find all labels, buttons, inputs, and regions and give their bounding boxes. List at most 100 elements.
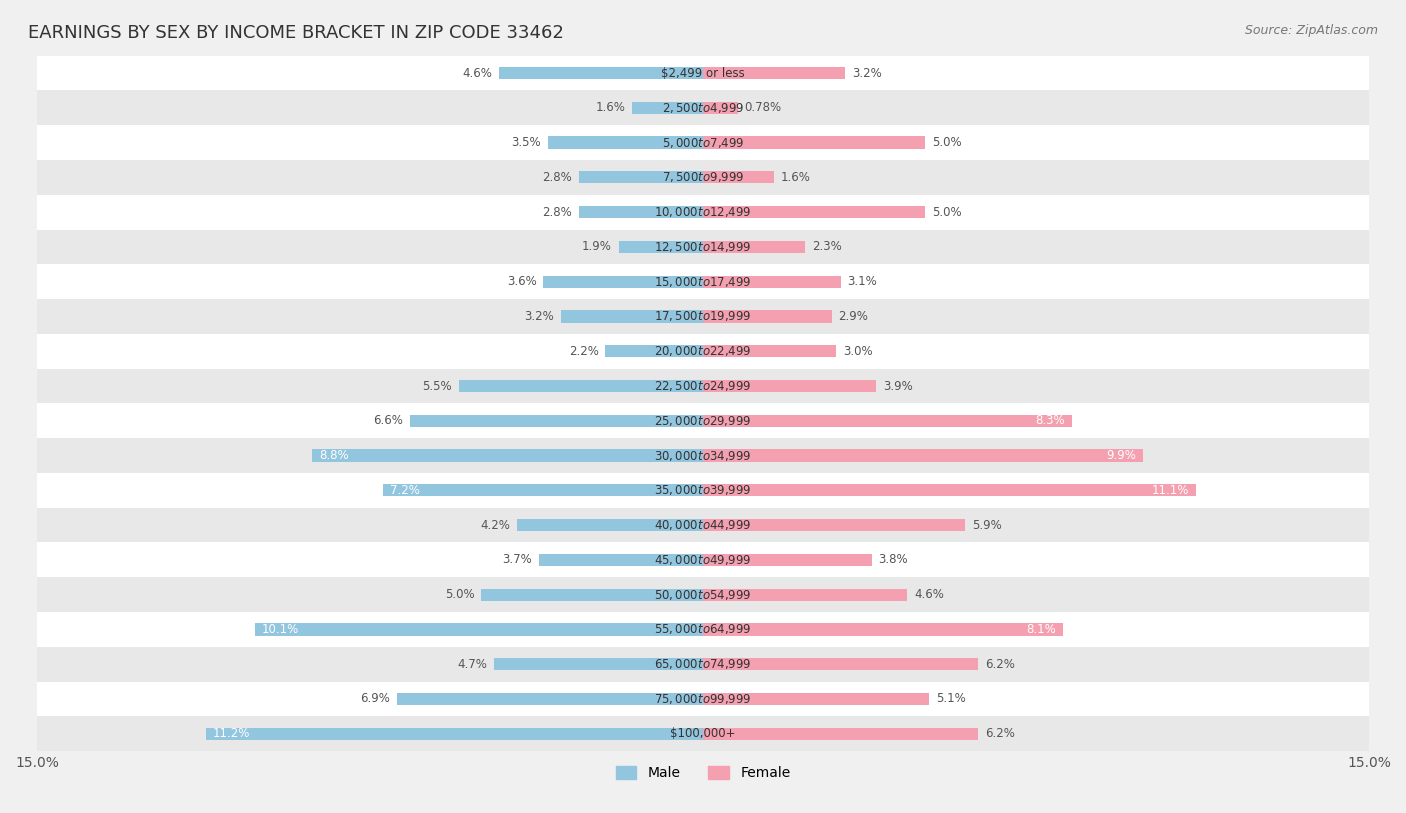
Bar: [703, 450, 1143, 462]
Bar: [703, 658, 979, 670]
Bar: [37, 90, 1369, 125]
Text: $20,000 to $22,499: $20,000 to $22,499: [654, 344, 752, 359]
Bar: [703, 728, 979, 740]
Bar: [37, 160, 1369, 195]
Bar: [37, 368, 1369, 403]
Text: 7.2%: 7.2%: [389, 484, 420, 497]
Text: 4.6%: 4.6%: [463, 67, 492, 80]
Text: 0.78%: 0.78%: [744, 102, 782, 115]
Text: 9.9%: 9.9%: [1107, 449, 1136, 462]
Text: 5.5%: 5.5%: [422, 380, 453, 393]
Text: 4.7%: 4.7%: [458, 658, 488, 671]
Bar: [703, 519, 965, 531]
Text: 3.2%: 3.2%: [524, 310, 554, 323]
Text: 5.0%: 5.0%: [932, 206, 962, 219]
Bar: [538, 554, 703, 566]
Text: $22,500 to $24,999: $22,500 to $24,999: [654, 379, 752, 393]
Text: $10,000 to $12,499: $10,000 to $12,499: [654, 205, 752, 220]
Text: $40,000 to $44,999: $40,000 to $44,999: [654, 518, 752, 532]
Text: 2.8%: 2.8%: [543, 206, 572, 219]
Bar: [703, 415, 1071, 427]
Text: 11.1%: 11.1%: [1152, 484, 1189, 497]
Bar: [703, 241, 806, 253]
Text: 3.2%: 3.2%: [852, 67, 882, 80]
Bar: [37, 681, 1369, 716]
Text: 8.3%: 8.3%: [1035, 415, 1064, 428]
Bar: [396, 693, 703, 705]
Text: 5.1%: 5.1%: [936, 693, 966, 706]
Bar: [703, 276, 841, 288]
Bar: [703, 206, 925, 218]
Bar: [499, 67, 703, 79]
Bar: [37, 229, 1369, 264]
Bar: [37, 55, 1369, 90]
Text: 10.1%: 10.1%: [262, 623, 298, 636]
Bar: [543, 276, 703, 288]
Text: 3.1%: 3.1%: [848, 275, 877, 288]
Bar: [703, 589, 907, 601]
Bar: [254, 624, 703, 636]
Text: 1.9%: 1.9%: [582, 241, 612, 254]
Text: $35,000 to $39,999: $35,000 to $39,999: [654, 483, 752, 498]
Bar: [37, 507, 1369, 542]
Bar: [37, 438, 1369, 473]
Text: 1.6%: 1.6%: [595, 102, 626, 115]
Bar: [481, 589, 703, 601]
Bar: [37, 542, 1369, 577]
Bar: [37, 125, 1369, 160]
Bar: [703, 311, 832, 323]
Bar: [205, 728, 703, 740]
Legend: Male, Female: Male, Female: [610, 761, 796, 786]
Bar: [37, 612, 1369, 647]
Text: 1.6%: 1.6%: [780, 171, 811, 184]
Text: 5.0%: 5.0%: [444, 588, 474, 601]
Text: $65,000 to $74,999: $65,000 to $74,999: [654, 657, 752, 672]
Text: $45,000 to $49,999: $45,000 to $49,999: [654, 553, 752, 567]
Bar: [411, 415, 703, 427]
Text: $5,000 to $7,499: $5,000 to $7,499: [662, 136, 744, 150]
Text: 6.6%: 6.6%: [374, 415, 404, 428]
Bar: [458, 380, 703, 392]
Bar: [37, 299, 1369, 334]
Text: $2,500 to $4,999: $2,500 to $4,999: [662, 101, 744, 115]
Bar: [703, 380, 876, 392]
Text: 4.2%: 4.2%: [479, 519, 510, 532]
Bar: [703, 137, 925, 149]
Bar: [703, 67, 845, 79]
Bar: [312, 450, 703, 462]
Text: $25,000 to $29,999: $25,000 to $29,999: [654, 414, 752, 428]
Text: 6.2%: 6.2%: [986, 728, 1015, 741]
Bar: [703, 693, 929, 705]
Bar: [37, 716, 1369, 751]
Bar: [703, 485, 1197, 497]
Bar: [561, 311, 703, 323]
Bar: [579, 206, 703, 218]
Text: $7,500 to $9,999: $7,500 to $9,999: [662, 171, 744, 185]
Text: $12,500 to $14,999: $12,500 to $14,999: [654, 240, 752, 254]
Text: EARNINGS BY SEX BY INCOME BRACKET IN ZIP CODE 33462: EARNINGS BY SEX BY INCOME BRACKET IN ZIP…: [28, 24, 564, 42]
Bar: [37, 577, 1369, 612]
Text: 11.2%: 11.2%: [212, 728, 250, 741]
Text: 6.9%: 6.9%: [360, 693, 389, 706]
Bar: [703, 172, 775, 184]
Text: $100,000+: $100,000+: [671, 728, 735, 741]
Text: 3.7%: 3.7%: [502, 554, 531, 567]
Text: $15,000 to $17,499: $15,000 to $17,499: [654, 275, 752, 289]
Text: 8.1%: 8.1%: [1026, 623, 1056, 636]
Text: 6.2%: 6.2%: [986, 658, 1015, 671]
Bar: [547, 137, 703, 149]
Text: $17,500 to $19,999: $17,500 to $19,999: [654, 310, 752, 324]
Bar: [37, 195, 1369, 229]
Bar: [37, 403, 1369, 438]
Text: $50,000 to $54,999: $50,000 to $54,999: [654, 588, 752, 602]
Bar: [579, 172, 703, 184]
Bar: [516, 519, 703, 531]
Text: 2.9%: 2.9%: [838, 310, 869, 323]
Text: 5.9%: 5.9%: [972, 519, 1001, 532]
Text: $30,000 to $34,999: $30,000 to $34,999: [654, 449, 752, 463]
Bar: [37, 334, 1369, 368]
Text: 4.6%: 4.6%: [914, 588, 943, 601]
Text: $75,000 to $99,999: $75,000 to $99,999: [654, 692, 752, 706]
Bar: [703, 346, 837, 357]
Bar: [37, 473, 1369, 507]
